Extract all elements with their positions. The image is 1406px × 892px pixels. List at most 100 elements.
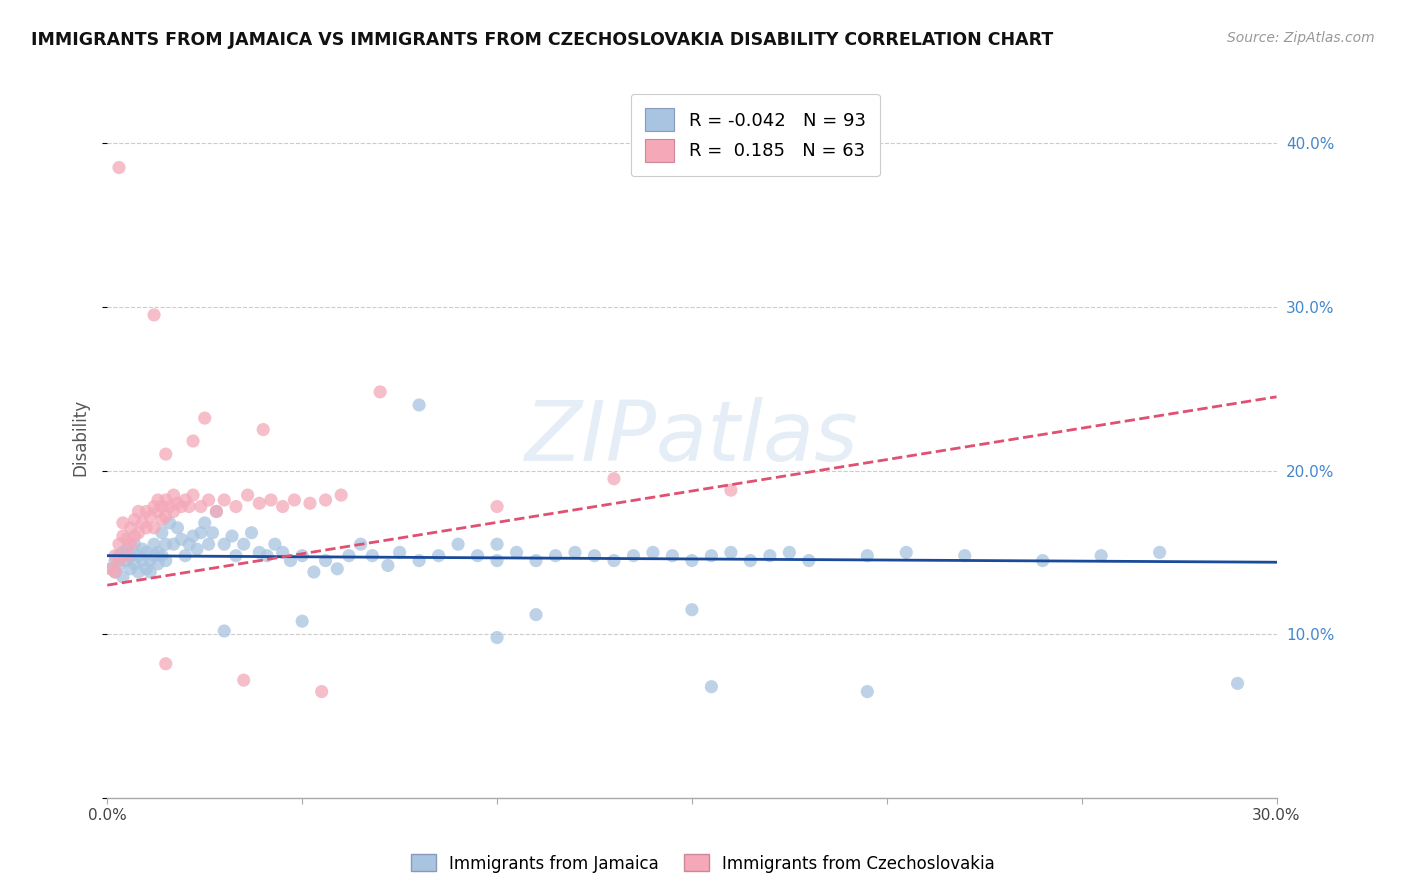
Point <box>467 549 489 563</box>
Point <box>143 308 166 322</box>
Point <box>155 657 177 671</box>
Point <box>181 434 204 448</box>
Point <box>162 504 184 518</box>
Point <box>623 549 645 563</box>
Point <box>120 537 142 551</box>
Point <box>120 521 142 535</box>
Point <box>368 384 391 399</box>
Point <box>146 493 169 508</box>
Point <box>232 673 254 687</box>
Point <box>143 537 166 551</box>
Point <box>155 447 177 461</box>
Point <box>150 500 173 514</box>
Point <box>271 500 294 514</box>
Point <box>302 565 325 579</box>
Point <box>641 545 664 559</box>
Point <box>856 684 879 698</box>
Point <box>179 537 201 551</box>
Point <box>150 513 173 527</box>
Point <box>104 565 127 579</box>
Point <box>155 493 177 508</box>
Point <box>179 500 201 514</box>
Point <box>115 533 138 547</box>
Point <box>212 624 235 638</box>
Point <box>1149 545 1171 559</box>
Point <box>361 549 384 563</box>
Point <box>155 553 177 567</box>
Point <box>111 529 134 543</box>
Point <box>124 537 146 551</box>
Point <box>166 521 188 535</box>
Point <box>104 549 127 563</box>
Point <box>524 553 547 567</box>
Point <box>181 488 204 502</box>
Point <box>120 549 142 563</box>
Point <box>212 537 235 551</box>
Point <box>108 558 131 573</box>
Point <box>212 493 235 508</box>
Point <box>124 529 146 543</box>
Point <box>201 525 224 540</box>
Point <box>583 549 606 563</box>
Point <box>388 545 411 559</box>
Point <box>283 493 305 508</box>
Point <box>159 516 181 530</box>
Point <box>740 553 762 567</box>
Point <box>700 549 723 563</box>
Point <box>170 533 193 547</box>
Point <box>104 553 127 567</box>
Point <box>143 549 166 563</box>
Point <box>162 488 184 502</box>
Point <box>221 529 243 543</box>
Point <box>115 553 138 567</box>
Point <box>143 500 166 514</box>
Point <box>131 553 153 567</box>
Point <box>271 545 294 559</box>
Legend: Immigrants from Jamaica, Immigrants from Czechoslovakia: Immigrants from Jamaica, Immigrants from… <box>405 847 1001 880</box>
Point <box>953 549 976 563</box>
Point <box>603 553 626 567</box>
Point <box>181 529 204 543</box>
Point <box>681 603 703 617</box>
Point <box>1032 553 1054 567</box>
Point <box>247 545 270 559</box>
Point <box>427 549 450 563</box>
Point <box>1226 676 1249 690</box>
Point <box>264 537 287 551</box>
Point <box>139 509 162 524</box>
Point <box>291 614 314 628</box>
Point <box>124 513 146 527</box>
Point <box>896 545 918 559</box>
Point <box>146 545 169 559</box>
Point <box>170 500 193 514</box>
Point <box>447 537 470 551</box>
Point <box>186 542 208 557</box>
Point <box>150 549 173 563</box>
Point <box>143 521 166 535</box>
Point <box>135 562 157 576</box>
Point <box>797 553 820 567</box>
Point <box>700 680 723 694</box>
Point <box>135 504 157 518</box>
Point <box>150 525 173 540</box>
Point <box>252 423 274 437</box>
Point <box>486 553 509 567</box>
Y-axis label: Disability: Disability <box>72 400 89 476</box>
Point <box>127 549 149 563</box>
Point <box>486 537 509 551</box>
Point <box>298 496 321 510</box>
Point <box>135 545 157 559</box>
Point <box>315 493 337 508</box>
Point <box>174 549 197 563</box>
Point <box>131 516 153 530</box>
Point <box>205 504 228 518</box>
Point <box>524 607 547 622</box>
Point <box>108 161 131 175</box>
Point <box>564 545 586 559</box>
Point <box>337 549 360 563</box>
Point <box>108 537 131 551</box>
Point <box>247 496 270 510</box>
Point <box>166 496 188 510</box>
Point <box>1090 549 1112 563</box>
Point <box>505 545 527 559</box>
